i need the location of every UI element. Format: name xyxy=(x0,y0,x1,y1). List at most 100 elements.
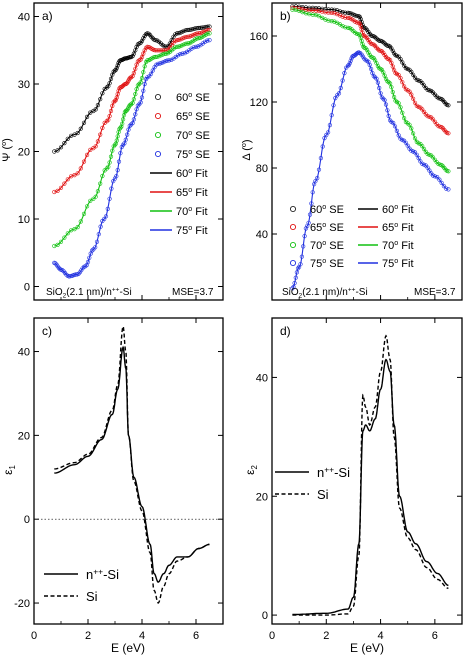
data-point-2 xyxy=(366,50,371,55)
legend-label-part: o xyxy=(322,257,326,265)
data-point-3 xyxy=(89,248,95,253)
panel-0: 0 10 20 30 40 a) xyxy=(18,2,224,301)
data-point-2 xyxy=(78,219,83,224)
y-axis-label-d: ε2 xyxy=(243,465,259,475)
legend-symbol xyxy=(154,93,162,101)
data-point-0 xyxy=(374,36,379,41)
data-point-3 xyxy=(150,68,155,73)
legend-symbol xyxy=(289,259,297,267)
data-point-2 xyxy=(407,122,412,127)
data-point-0 xyxy=(81,120,87,125)
data-point-1 xyxy=(412,100,418,105)
legend-label-part: 70 xyxy=(176,206,188,218)
legend-label: n++-Si xyxy=(86,566,119,582)
data-point-2 xyxy=(421,146,427,152)
data-point-0 xyxy=(390,48,395,53)
legend-label-part: 65 xyxy=(176,111,188,123)
data-point-3 xyxy=(394,128,400,133)
data-point-2 xyxy=(379,67,385,72)
y-tick-label: 40 xyxy=(18,12,30,24)
sample-label-a: SiO2(2.1 nm)/n++-Si xyxy=(46,286,132,299)
data-point-0 xyxy=(139,38,145,44)
legend-label: 70o SE xyxy=(310,239,344,252)
data-point-2 xyxy=(340,24,345,29)
data-point-0 xyxy=(398,56,403,62)
data-point-3 xyxy=(435,175,440,180)
data-point-0 xyxy=(78,126,83,131)
fit-line-1 xyxy=(54,29,210,193)
data-point-1 xyxy=(104,118,109,124)
data-point-1 xyxy=(389,60,394,65)
legend-label-part: 60 xyxy=(310,204,322,216)
data-point-2 xyxy=(396,101,401,106)
data-point-0 xyxy=(65,136,70,141)
data-point-1 xyxy=(366,37,371,43)
legend-label-part: SE xyxy=(326,240,344,252)
data-point-2 xyxy=(91,196,96,201)
legend-label-part: SE xyxy=(326,204,344,216)
data-point-2 xyxy=(118,125,123,130)
data-point-3 xyxy=(411,149,416,154)
legend-label-part: Fit xyxy=(398,240,413,252)
data-point-3 xyxy=(189,46,194,51)
legend-label-part: 75 xyxy=(382,258,394,270)
data-point-0 xyxy=(55,148,60,153)
series-line-1 xyxy=(292,334,449,616)
panel-label: a) xyxy=(42,9,53,23)
legend-label-part: -Si xyxy=(103,567,119,582)
legend-label-part: 70 xyxy=(176,130,188,142)
data-point-0 xyxy=(95,102,100,108)
legend-label: 70o SE xyxy=(176,129,210,142)
y-axis-label-b: Δ (o) xyxy=(240,139,253,160)
plot-frame xyxy=(271,317,463,625)
data-point-1 xyxy=(100,125,105,130)
data-point-2 xyxy=(446,169,451,174)
y-tick-label: 80 xyxy=(256,163,268,175)
y-tick-label: 160 xyxy=(250,31,268,43)
data-point-3 xyxy=(437,177,442,182)
legend-label-part: SE xyxy=(192,149,210,161)
legend-label: 65o Fit xyxy=(382,221,414,234)
data-point-2 xyxy=(416,141,421,146)
mse-label-a: MSE=3.7 xyxy=(172,287,214,298)
data-point-1 xyxy=(65,177,70,182)
data-point-0 xyxy=(373,35,378,40)
data-point-2 xyxy=(58,239,64,244)
data-point-2 xyxy=(409,126,414,131)
data-point-1 xyxy=(402,84,407,89)
fit-line-2 xyxy=(54,32,210,247)
sample-label-b: SiO2(2.1 nm)/n++-Si xyxy=(282,286,368,299)
data-point-2 xyxy=(400,110,405,115)
fit-line-0 xyxy=(54,26,210,153)
sample-label-b-part: SiO xyxy=(282,287,299,298)
series-line-1 xyxy=(54,324,210,604)
data-point-1 xyxy=(138,57,143,62)
x-tick-label: 4 xyxy=(139,630,145,642)
data-point-1 xyxy=(55,188,60,193)
legend-label-part: o xyxy=(394,239,398,247)
data-point-3 xyxy=(382,98,387,103)
data-point-3 xyxy=(374,76,379,81)
data-layer xyxy=(52,24,212,279)
data-point-3 xyxy=(405,143,410,148)
data-point-0 xyxy=(75,130,80,136)
legend-symbol xyxy=(154,112,162,120)
data-point-3 xyxy=(367,62,372,68)
data-point-2 xyxy=(411,131,416,136)
data-point-0 xyxy=(425,87,430,92)
data-point-0 xyxy=(409,69,414,74)
data-point-1 xyxy=(62,181,67,186)
data-point-0 xyxy=(364,27,370,32)
legend-label: Si xyxy=(317,487,329,502)
legend-label: Si xyxy=(86,589,98,604)
panel-2: 0 2 4 6 -20 0 20 40 c) xyxy=(14,317,224,642)
y-tick-label: 40 xyxy=(256,372,268,384)
data-point-3 xyxy=(348,58,353,63)
data-point-3 xyxy=(202,39,208,44)
data-point-2 xyxy=(84,204,90,209)
data-point-3 xyxy=(93,245,98,250)
data-point-2 xyxy=(75,225,80,230)
data-point-1 xyxy=(88,147,93,152)
legend-label-part: n xyxy=(86,567,93,582)
data-point-3 xyxy=(148,71,154,76)
